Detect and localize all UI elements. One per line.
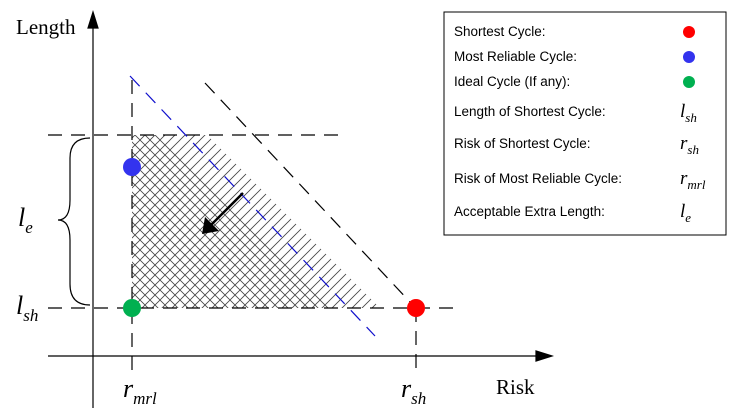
legend: Shortest Cycle: Most Reliable Cycle: Ideal… [443,11,727,236]
ideal-cycle-dot [123,299,141,317]
legend-label-6: Acceptable Extra Length: [454,204,605,219]
hatched-regions [132,135,380,308]
legend-dot-2 [683,76,695,88]
legend-label-1: Most Reliable Cycle: [454,49,577,64]
tick-label-l-e: le [18,203,33,237]
direction-arrow [202,192,244,234]
l-e-brace [57,137,91,306]
tick-label-l-sh: lsh [16,291,38,325]
legend-label-3: Length of Shortest Cycle: [454,104,606,119]
legend-label-5: Risk of Most Reliable Cycle: [454,171,622,186]
y-axis-label: Length [16,15,76,39]
lower-diagonal-boundary [129,75,376,337]
legend-dot-1 [683,51,695,63]
upper-diagonal-boundary [204,82,426,319]
legend-symbol-6: le [680,201,691,225]
x-axis-label: Risk [496,375,535,399]
y-axis-arrowhead [87,9,99,29]
legend-symbol-3: lsh [680,101,697,125]
legend-label-0: Shortest Cycle: [454,24,546,39]
legend-label-2: Ideal Cycle (If any): [454,74,570,89]
guide-lines [48,75,462,374]
legend-frame [443,11,727,236]
shortest-cycle-dot [407,299,425,317]
most-reliable-cycle-dot [123,158,141,176]
tick-label-r-mrl: rmrl [123,374,157,408]
x-axis-arrowhead [535,350,555,362]
legend-symbol-5: rmrl [680,168,706,192]
legend-dot-0 [683,26,695,38]
tick-label-r-sh: rsh [401,374,426,408]
axes [48,9,555,408]
legend-label-4: Risk of Shortest Cycle: [454,136,591,151]
legend-symbol-4: rsh [680,133,699,157]
